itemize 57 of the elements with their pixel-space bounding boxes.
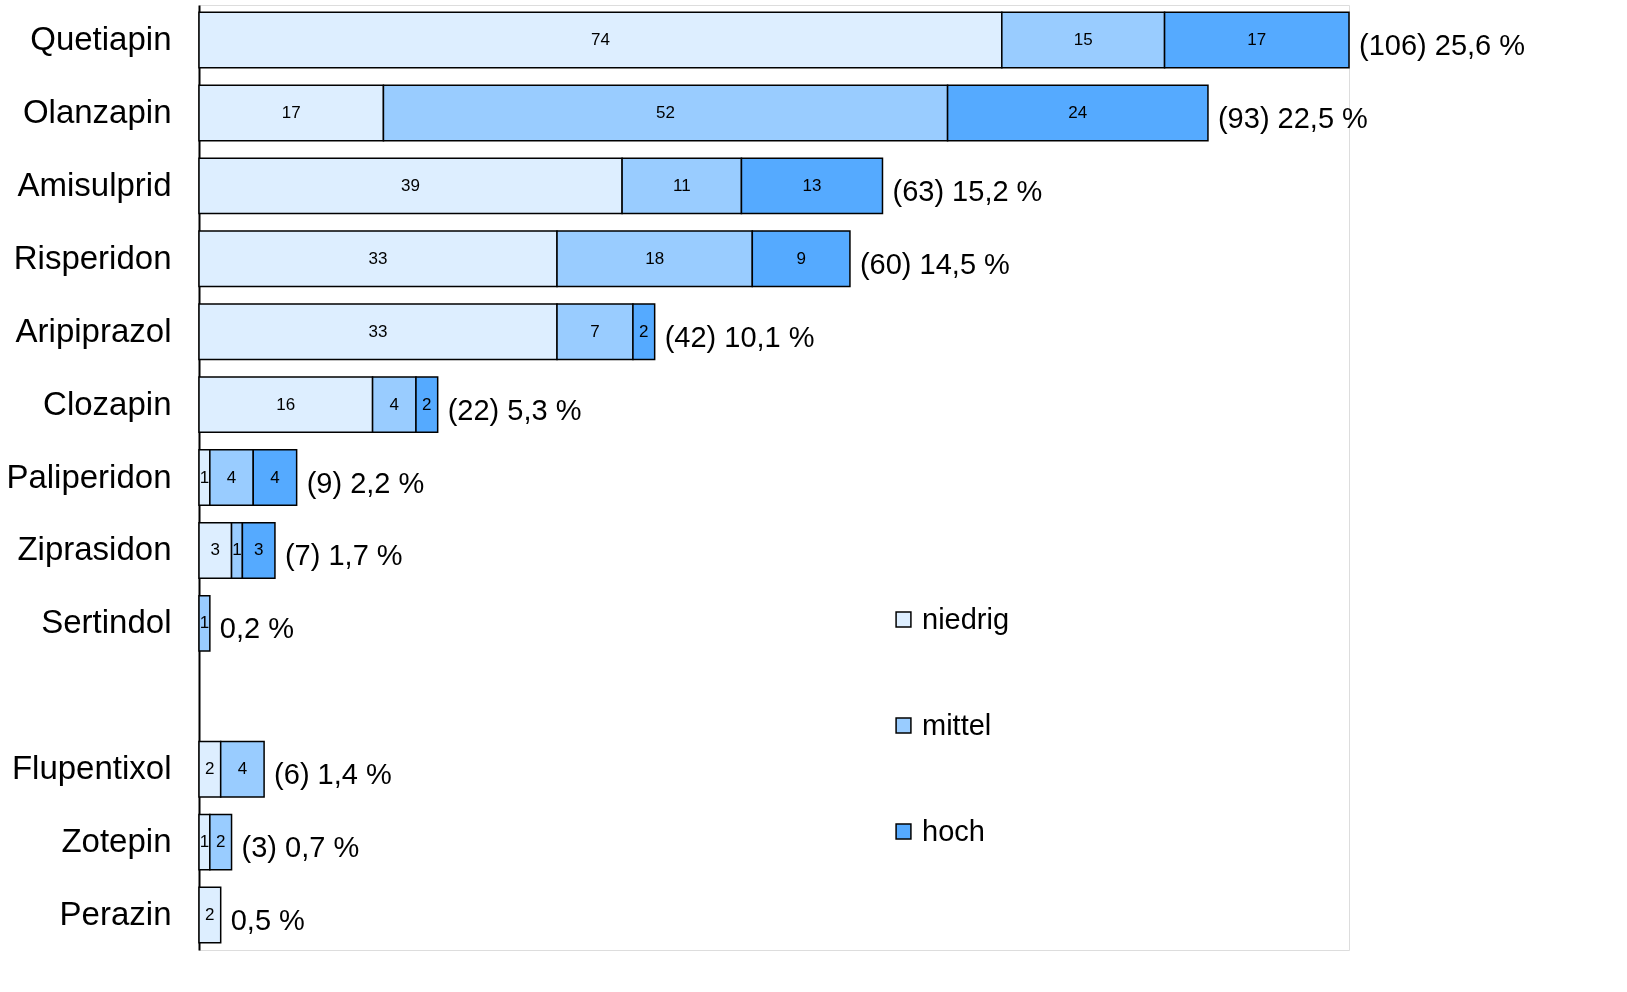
annotation: (60) 14,5 % bbox=[859, 247, 1010, 280]
annotation: (3) 0,7 % bbox=[241, 831, 360, 864]
data-label: 17 bbox=[281, 102, 301, 122]
data-label: 15 bbox=[1073, 30, 1093, 49]
annotation: (6) 1,4 % bbox=[274, 758, 392, 791]
data-label: 2 bbox=[205, 905, 215, 924]
y-tick-label: Aripiprazol bbox=[15, 311, 172, 349]
legend-label: mittel bbox=[922, 708, 992, 741]
data-label: 2 bbox=[215, 832, 226, 852]
data-label: 24 bbox=[1068, 102, 1088, 122]
data-label: 74 bbox=[590, 30, 610, 49]
data-label: 4 bbox=[270, 467, 280, 487]
data-label: 4 bbox=[226, 467, 237, 487]
data-label: 16 bbox=[276, 394, 296, 414]
data-label: 1 bbox=[199, 613, 210, 633]
data-label: 4 bbox=[237, 759, 248, 779]
y-tick-label: Flupentixol bbox=[11, 749, 172, 787]
data-label: 4 bbox=[389, 394, 400, 414]
annotation: 0,2 % bbox=[219, 612, 295, 645]
annotation: (22) 5,3 % bbox=[447, 393, 582, 426]
legend-label: niedrig bbox=[922, 602, 1010, 635]
annotation: (7) 1,7 % bbox=[284, 539, 403, 572]
y-tick-label: Amisulprid bbox=[17, 165, 172, 203]
data-label: 7 bbox=[590, 321, 600, 341]
annotation: 0,5 % bbox=[230, 904, 305, 936]
y-tick-label: Paliperidon bbox=[6, 457, 172, 495]
y-tick-label: Perazin bbox=[59, 895, 172, 932]
annotation: (42) 10,1 % bbox=[664, 320, 815, 353]
data-label: 9 bbox=[796, 248, 806, 268]
data-label: 2 bbox=[205, 759, 215, 779]
annotation: (9) 2,2 % bbox=[306, 466, 425, 499]
y-tick-label: Sertindol bbox=[41, 603, 172, 641]
y-tick-label: Olanzapin bbox=[22, 92, 172, 130]
annotation: (106) 25,6 % bbox=[1359, 29, 1526, 61]
data-label: 52 bbox=[656, 102, 675, 122]
data-label: 18 bbox=[645, 248, 665, 268]
data-label: 1 bbox=[199, 832, 210, 852]
data-label: 2 bbox=[639, 321, 649, 341]
y-tick-label: Clozapin bbox=[43, 384, 172, 422]
data-label: 1 bbox=[199, 467, 210, 487]
y-tick-label: Ziprasidon bbox=[17, 530, 172, 568]
data-label: 1 bbox=[232, 540, 242, 560]
data-label: 3 bbox=[253, 540, 264, 560]
data-label: 39 bbox=[401, 175, 421, 195]
data-label: 11 bbox=[672, 175, 691, 195]
legend-label: hoch bbox=[922, 814, 985, 847]
data-label: 3 bbox=[210, 540, 221, 560]
data-label: 33 bbox=[368, 321, 388, 341]
annotation: (63) 15,2 % bbox=[892, 174, 1043, 207]
data-label: 33 bbox=[368, 248, 388, 268]
data-label: 2 bbox=[422, 394, 432, 414]
data-label: 17 bbox=[1247, 30, 1267, 49]
y-tick-label: Quetiapin bbox=[30, 20, 172, 57]
data-label: 13 bbox=[802, 175, 822, 195]
y-tick-label: Risperidon bbox=[13, 238, 172, 276]
annotation: (93) 22,5 % bbox=[1217, 101, 1368, 134]
y-tick-label: Zotepin bbox=[61, 822, 172, 860]
